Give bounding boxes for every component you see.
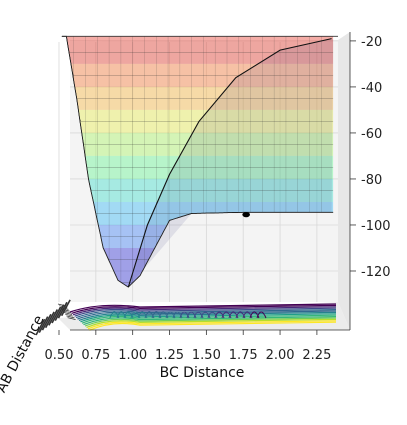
surface-band (61, 36, 334, 110)
floor-contour (83, 316, 337, 326)
floor-contour (81, 314, 337, 324)
floor-contour (75, 309, 337, 319)
surface-band (61, 36, 334, 225)
surface-band (61, 36, 334, 87)
right-pane (338, 32, 350, 330)
floor-contour (69, 303, 337, 313)
y-tick-label (48, 309, 59, 326)
wire-line (61, 36, 334, 53)
surface-shadow (128, 38, 334, 288)
y-tick-label (54, 304, 65, 321)
wire-line (61, 36, 334, 145)
floor-contour (256, 311, 267, 319)
wire-line (61, 36, 334, 76)
x-tick-label: 2.00 (266, 348, 295, 363)
z-tick-label: -60 (361, 127, 382, 142)
x-axis-ticks: 0.50 0.75 1.00 1.25 1.50 1.75 2.00 2.25 (45, 330, 331, 363)
surface-band (61, 36, 334, 202)
surface-band (61, 36, 334, 156)
x-tick-label: 1.50 (192, 348, 221, 363)
z-tick-label: -40 (361, 81, 382, 96)
y-tick-mark (65, 313, 74, 317)
surface-band (61, 36, 334, 64)
y-tick-label (51, 306, 62, 324)
y-axis-label: AB Distance (0, 313, 47, 395)
x-axis-label: BC Distance (160, 365, 245, 381)
energy-surface (61, 36, 334, 288)
x-tick-label: 1.00 (118, 348, 147, 363)
z-tick-label: -120 (361, 265, 391, 280)
y-tick-mark (67, 317, 76, 320)
y-tick-label (38, 316, 49, 333)
floor-contour (84, 317, 337, 327)
y-tick-label (41, 313, 52, 331)
marker-dot (242, 212, 250, 218)
floor-contour (89, 321, 337, 331)
surface-band (61, 36, 334, 133)
surface-band (61, 36, 334, 179)
y-tick-label (57, 301, 68, 319)
floor-contours (69, 303, 337, 331)
minimum-path (61, 35, 334, 288)
y-axis-ticks (35, 299, 76, 336)
y-tick-label (60, 299, 71, 317)
y-tick-label (35, 318, 46, 336)
z-tick-label: -80 (361, 173, 382, 188)
floor-contour (71, 304, 337, 314)
x-tick-label: 1.25 (155, 348, 184, 363)
x-tick-label: 2.25 (302, 348, 331, 363)
x-tick-label: 0.50 (45, 348, 74, 363)
x-tick-label: 0.75 (81, 348, 110, 363)
floor-contour (72, 306, 337, 316)
wire-line (61, 36, 334, 168)
z-axis-ticks: -20 -40 -60 -80 -100 -120 (350, 35, 391, 280)
wire-line (61, 36, 334, 122)
y-tick-label (44, 311, 55, 329)
z-tick-label: -20 (361, 35, 382, 50)
floor-contour (74, 307, 337, 317)
x-tick-label: 1.75 (229, 348, 258, 363)
z-tick-label: -100 (361, 219, 391, 234)
ridge-edge (127, 38, 332, 288)
floor-contour (87, 320, 337, 330)
floor-contour (86, 318, 337, 328)
y-tick-mark (63, 312, 73, 315)
wire-line (61, 36, 334, 99)
state-marker (242, 212, 250, 218)
y-tick-mark (66, 315, 75, 319)
wire-line (61, 36, 334, 191)
surface-wireframe (61, 35, 338, 288)
